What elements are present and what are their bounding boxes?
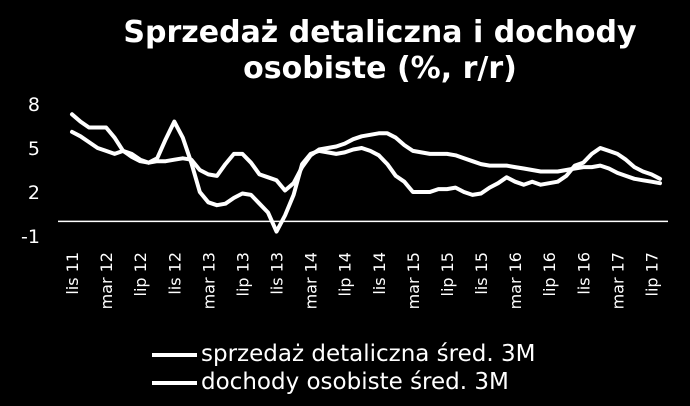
y-tick-label: 5	[28, 138, 40, 160]
x-tick-label: lis 12	[165, 252, 184, 295]
legend-item-income: dochody osobiste śred. 3M	[152, 368, 509, 396]
x-tick-label: lis 15	[472, 252, 491, 295]
series-line-sales	[70, 112, 662, 234]
y-tick-label: 8	[28, 94, 40, 116]
x-tick-label: mar 16	[506, 252, 525, 309]
x-tick-label: lip 17	[642, 252, 661, 297]
x-tick-label: mar 14	[302, 252, 321, 309]
x-tick-label: lis 13	[268, 252, 287, 295]
legend-label-income: dochody osobiste śred. 3M	[201, 369, 509, 395]
legend-label-sales: sprzedaż detaliczna śred. 3M	[201, 341, 536, 367]
series-line-income	[70, 129, 662, 193]
x-tick-label: lip 14	[336, 252, 355, 297]
x-tick-label: lis 11	[63, 252, 82, 295]
x-tick-label: mar 17	[608, 252, 627, 309]
x-tick-label: lip 13	[233, 252, 252, 297]
x-tick-label: lip 16	[540, 252, 559, 297]
x-tick-label: lip 12	[131, 252, 150, 297]
x-tick-label: mar 13	[199, 252, 218, 309]
chart-title-line2: osobiste (%, r/r)	[243, 51, 517, 86]
y-tick-label: -1	[21, 226, 40, 248]
x-tick-label: lip 15	[438, 252, 457, 297]
legend-swatch-income	[152, 380, 197, 385]
legend-item-sales: sprzedaż detaliczna śred. 3M	[152, 340, 535, 368]
chart-title-line1: Sprzedaż detaliczna i dochody	[123, 15, 637, 50]
y-tick-label: 2	[28, 182, 40, 204]
legend-swatch-sales	[152, 352, 197, 357]
x-tick-label: lis 14	[370, 252, 389, 295]
x-tick-label: mar 12	[97, 252, 116, 309]
x-tick-label: mar 15	[404, 252, 423, 309]
x-tick-label: lis 16	[574, 252, 593, 295]
